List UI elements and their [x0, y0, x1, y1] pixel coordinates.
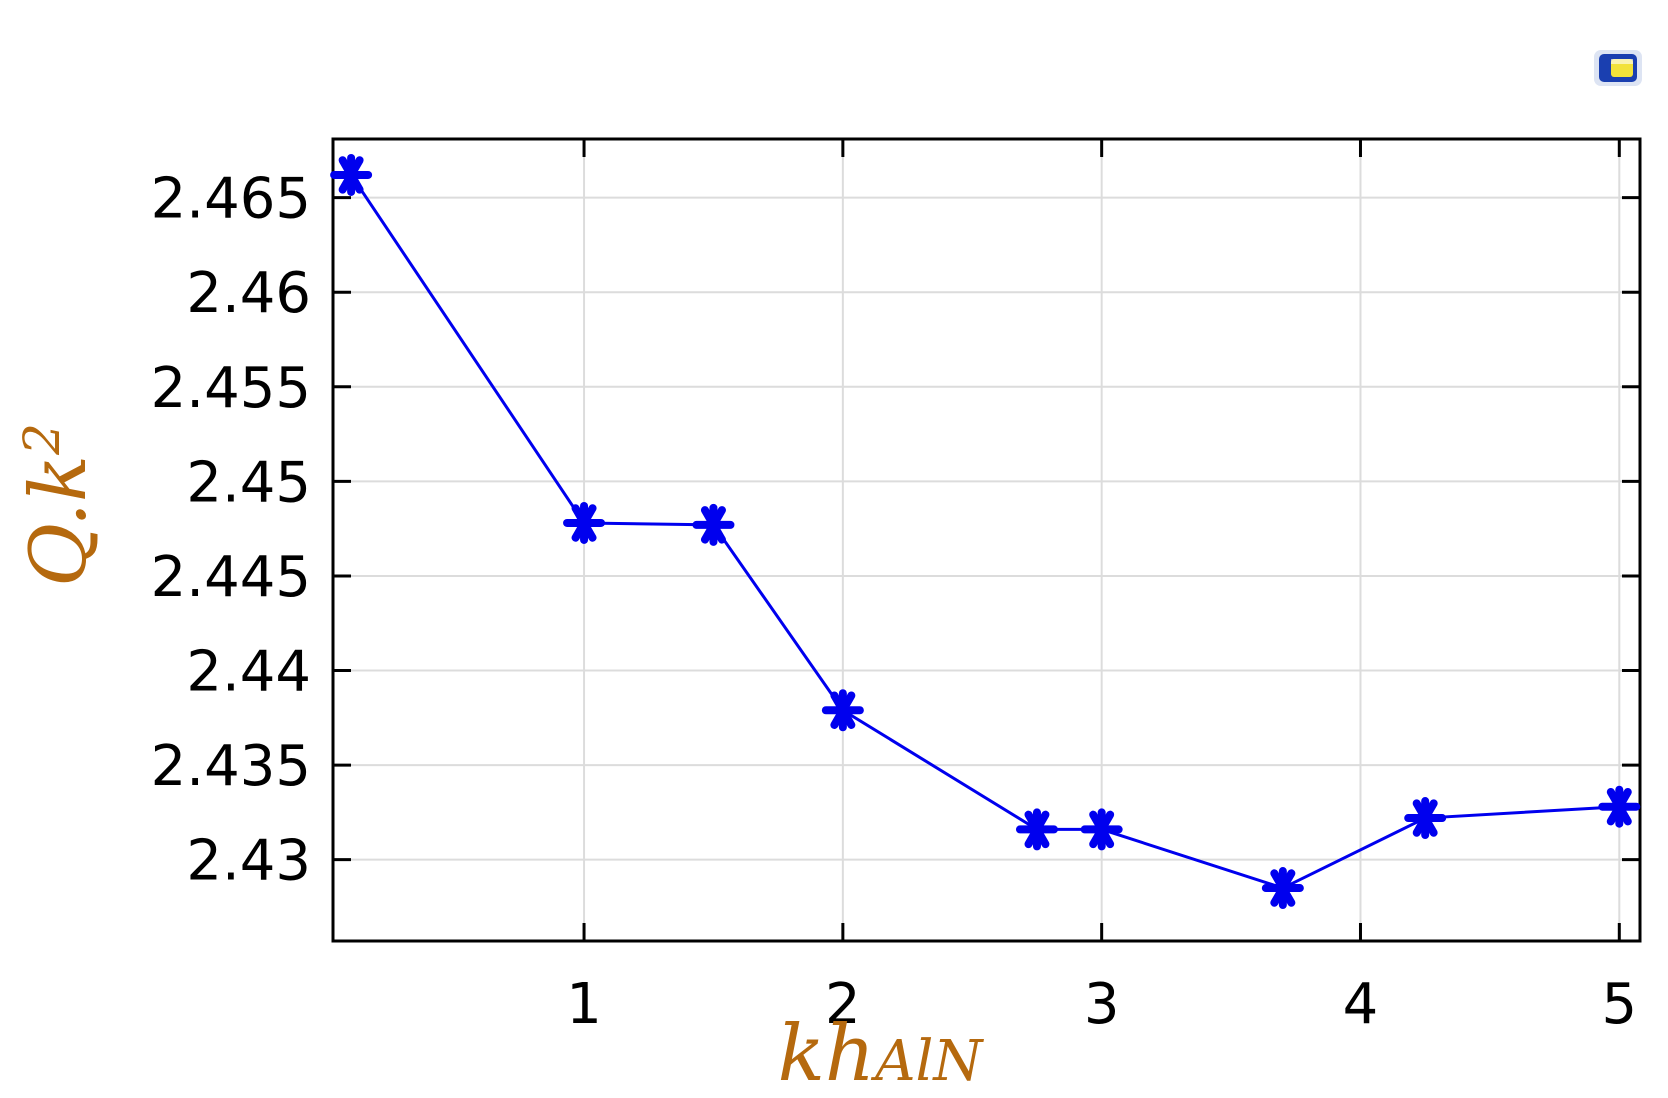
- y-tick-label: 2.435: [151, 734, 311, 799]
- plot-frame: [331, 137, 1642, 943]
- y-tick-labels: 2.43 2.435 2.44 2.445 2.45 2.455 2.46 2.465: [151, 167, 311, 894]
- data-point-marker: [563, 501, 606, 544]
- y-tick-label: 2.45: [186, 450, 311, 515]
- data-point-marker: [1015, 808, 1058, 851]
- x-tick-label: 2: [825, 972, 861, 1037]
- x-tick-label: 4: [1343, 972, 1379, 1037]
- x-tick-label: 5: [1601, 972, 1637, 1037]
- series-group: [330, 153, 1641, 910]
- y-tick-label: 2.445: [151, 545, 311, 610]
- x-axis-label: khAlN: [778, 1009, 985, 1098]
- y-axis-label-main: Q.k: [14, 455, 104, 587]
- x-tick-label: 3: [1084, 972, 1120, 1037]
- y-axis-label-superscript: 2: [13, 423, 71, 456]
- x-tick-label: 1: [566, 972, 602, 1037]
- axis-ticks: [333, 139, 1640, 941]
- data-point-marker: [692, 503, 735, 546]
- y-tick-label: 2.43: [186, 829, 311, 894]
- data-point-marker: [1598, 785, 1641, 828]
- data-point-marker: [1261, 867, 1304, 910]
- y-tick-label: 2.455: [151, 356, 311, 421]
- y-tick-label: 2.46: [186, 261, 311, 326]
- grid-lines: [333, 139, 1640, 941]
- x-axis-label-subscript: AlN: [870, 1029, 984, 1094]
- x-axis-label-main: kh: [778, 1009, 876, 1098]
- x-tick-labels: 1 2 3 4 5: [566, 972, 1637, 1037]
- data-point-marker: [1080, 808, 1123, 851]
- data-point-marker: [821, 689, 864, 732]
- plot-window-icon: [1594, 50, 1642, 86]
- y-tick-label: 2.465: [151, 167, 311, 232]
- y-axis-label: Q.k2: [13, 423, 104, 587]
- series-line: [349, 174, 1620, 890]
- data-point-marker: [330, 153, 373, 196]
- data-point-marker: [1404, 797, 1447, 840]
- y-tick-label: 2.44: [186, 640, 311, 705]
